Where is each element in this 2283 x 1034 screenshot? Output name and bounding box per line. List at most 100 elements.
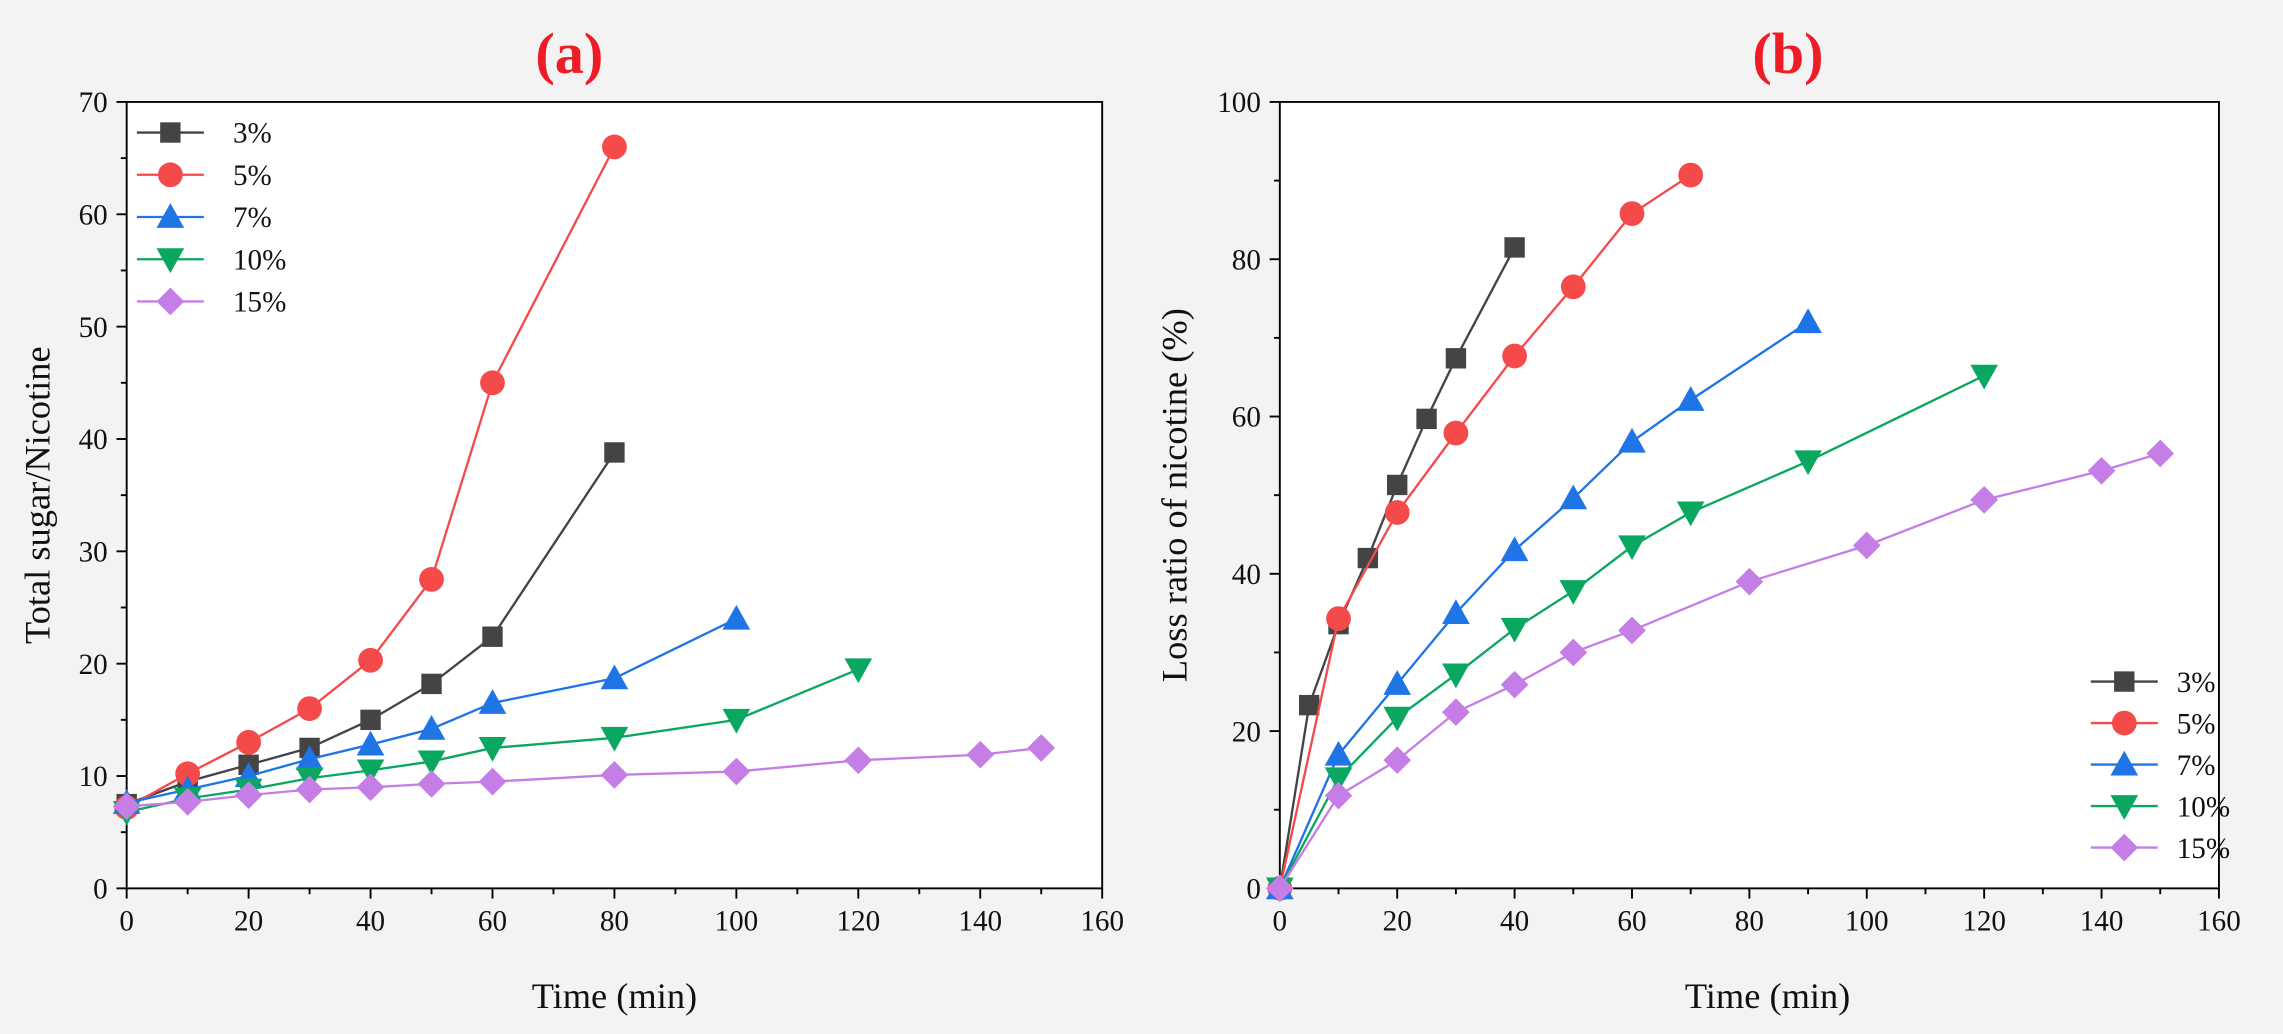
x-tick-label: 120 [836,906,880,938]
y-tick-label: 100 [1217,87,1261,119]
legend-item-7pct-b: 7% [2090,750,2216,782]
data-point-3pct [1504,237,1525,258]
data-point-10pct [417,750,446,776]
data-point-10pct [1970,364,1998,390]
data-point-15pct [2087,456,2116,485]
legend-b: 3% 5% 7% 10% 15% [2090,667,2230,865]
legend-label: 5% [233,160,272,192]
panel-b: (b) Time (min) Loss ratio of nicotine (%… [1155,21,2241,1016]
data-point-5pct [358,647,383,673]
series-line-15pct [1278,452,2161,889]
x-tick-label: 20 [1383,906,1412,938]
data-point-3pct [1445,348,1467,369]
series-line-10pct [126,668,859,814]
data-point-15pct [1442,698,1470,727]
x-tick-label: 100 [1845,906,1889,938]
x-tick-label: 40 [1500,906,1529,938]
data-point-10pct [844,658,873,684]
series-line-5pct [1278,174,1692,889]
x-ticks-a: 0 20 40 60 80 100 120 140 160 [119,888,1124,938]
y-tick-label: 60 [1232,402,1261,434]
series-group-a [112,134,1056,826]
x-tick-label: 160 [1080,906,1124,938]
series-group-b [1265,162,2175,903]
data-point-15pct [478,767,507,796]
legend-item-5pct-b: 5% [2090,708,2216,740]
legend-item-3pct-b: 3% [2090,667,2216,699]
y-tick-label: 0 [1246,874,1261,906]
data-point-15pct [1324,781,1353,810]
legend-marker [2111,710,2137,736]
data-point-5pct [1384,500,1410,525]
data-point-5pct [1502,343,1527,369]
series-line-10pct [1278,374,1985,889]
x-tick-label: 80 [1735,906,1764,938]
y-tick-label: 40 [1232,559,1261,591]
data-point-7pct [295,745,324,771]
legend-item-15pct-b: 15% [2090,833,2230,865]
data-point-5pct [175,761,201,787]
y-tick-label: 50 [79,312,108,344]
data-point-3pct [1298,694,1320,716]
data-point-7pct [1559,484,1588,510]
data-point-10pct [600,726,629,752]
legend-label: 10% [2177,791,2230,823]
data-point-15pct [722,757,751,786]
data-point-15pct [1383,746,1412,775]
panel-title-b: (b) [1752,21,1823,86]
data-point-7pct [356,730,385,756]
y-tick-label: 70 [79,87,108,119]
legend-marker [156,203,185,228]
data-point-7pct [600,664,629,690]
y-axis-label-b: Loss ratio of nicotine (%) [1155,308,1195,682]
data-point-10pct [1500,617,1529,643]
legend-marker [2110,750,2139,776]
data-point-15pct [295,775,324,804]
data-point-10pct [1559,580,1588,605]
legend-item-10pct-b: 10% [2090,791,2230,823]
x-tick-label: 80 [600,906,629,938]
data-point-15pct [1500,670,1529,699]
data-point-15pct [1735,567,1764,596]
data-point-7pct [1794,308,1822,334]
data-point-3pct [1357,547,1379,569]
legend-marker [160,122,181,143]
legend-label: 15% [233,287,286,319]
y-axis-label-a: Total sugar/Nicotine [18,346,58,644]
data-point-7pct [1324,740,1353,766]
data-point-3pct [360,709,381,731]
data-point-15pct [2146,439,2175,468]
series-7pct-b [1265,308,1822,900]
y-tick-label: 30 [79,537,108,569]
data-point-15pct [1559,638,1588,667]
y-tick-label: 20 [79,649,108,681]
data-point-15pct [1265,874,1294,903]
legend-label: 3% [2177,667,2216,699]
data-point-10pct [1676,501,1705,527]
data-point-5pct [1443,420,1469,446]
x-ticks-b: 0 20 40 60 80 100 120 140 160 [1273,888,2241,938]
panel-title-a: (a) [535,21,603,86]
plot-area-b [1278,100,2220,890]
y-tick-label: 0 [93,874,108,906]
data-point-3pct [604,442,625,463]
data-point-15pct [600,761,629,789]
data-point-3pct [482,626,503,647]
data-point-15pct [417,770,446,798]
legend-label: 3% [233,118,272,150]
legend-marker [2110,833,2139,862]
data-point-5pct [1560,274,1586,300]
y-tick-label: 10 [79,761,108,793]
data-point-10pct [478,737,507,762]
data-point-15pct [356,773,385,802]
data-point-10pct [722,708,751,734]
data-point-15pct [173,788,202,816]
data-point-7pct [417,714,446,740]
data-point-5pct [419,567,444,592]
legend-item-7pct-a: 7% [136,202,272,234]
y-tick-label: 20 [1232,716,1261,748]
legend-item-10pct-a: 10% [136,244,286,276]
data-point-7pct [1676,386,1705,411]
data-point-15pct [234,781,263,809]
